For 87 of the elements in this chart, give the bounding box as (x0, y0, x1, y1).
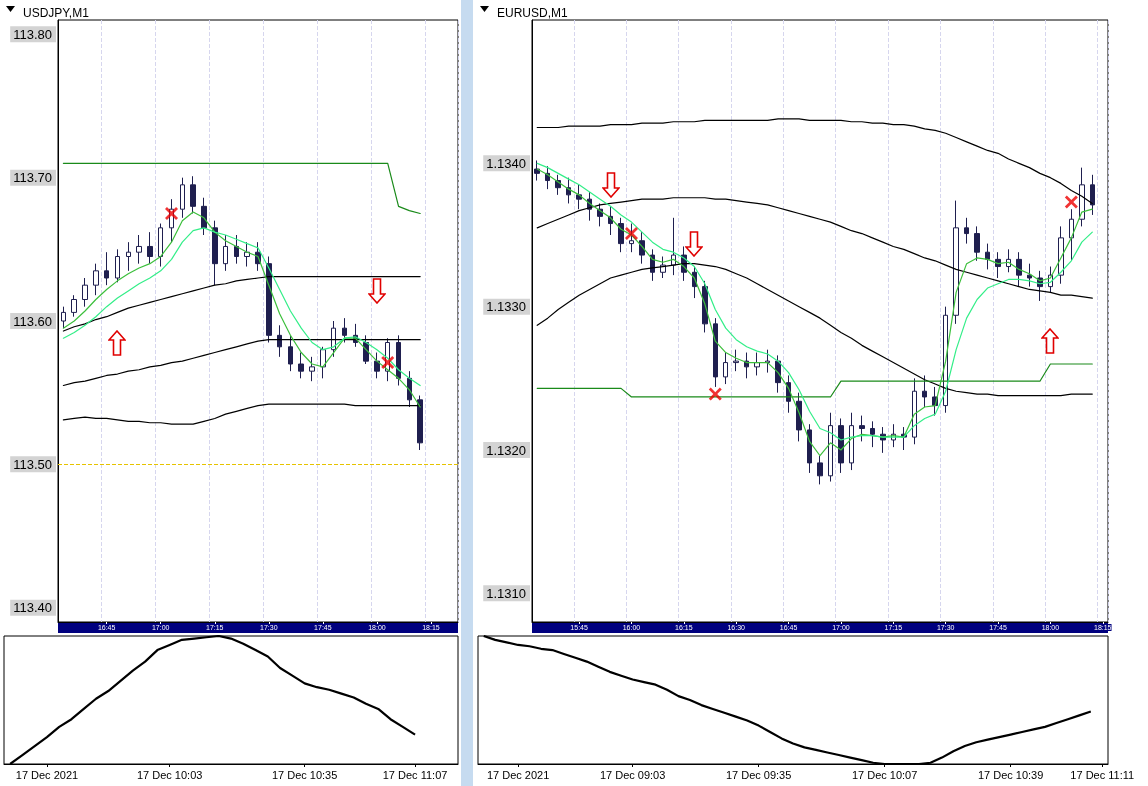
y-tick-label: 113.50 (13, 456, 52, 472)
candlestick (1079, 167, 1085, 227)
candlestick (953, 200, 959, 325)
candlestick (985, 243, 990, 270)
candlestick (912, 377, 917, 445)
y-tick-label: 1.1330 (486, 299, 526, 315)
candlestick (126, 241, 131, 272)
line-series (536, 118, 1093, 205)
candlestick (158, 223, 163, 268)
point (708, 387, 722, 401)
candlestick (534, 159, 540, 182)
candlestick (870, 420, 875, 448)
x-tick-label: 17 Dec 2021 (486, 768, 550, 781)
candlestick (266, 256, 272, 343)
candlestick (417, 395, 423, 451)
candlestick (1016, 251, 1022, 288)
candlestick (82, 277, 88, 308)
candlestick (723, 352, 728, 385)
candlestick (974, 225, 980, 262)
line-series (62, 339, 421, 387)
line-series (536, 263, 1093, 397)
x-tick-label: 17 Dec 10:03 (136, 768, 203, 781)
line-series (62, 403, 421, 425)
candlestick (288, 334, 293, 372)
x-tick-label: 17 Dec 10:35 (271, 768, 338, 781)
x-tick-label: 17 Dec 09:35 (725, 768, 792, 781)
candlestick (136, 234, 142, 265)
line-series (62, 162, 421, 215)
candlestick (859, 415, 865, 442)
candlestick (1090, 174, 1095, 216)
candlestick (713, 317, 718, 388)
y-tick-label: 1.1320 (486, 442, 526, 458)
candlestick (61, 306, 66, 329)
candlestick (320, 346, 326, 379)
candlestick (754, 352, 760, 376)
candlestick (180, 177, 185, 219)
point (624, 227, 638, 241)
x-tick-label: 17 Dec 10:39 (977, 768, 1044, 781)
candlestick (212, 220, 218, 286)
candlestick (223, 234, 228, 272)
point (1064, 195, 1078, 209)
chart-title: USDJPY,M1 (23, 6, 90, 20)
candlestick (147, 231, 153, 265)
candlestick (374, 352, 380, 379)
candlestick (828, 412, 833, 483)
candlestick (629, 223, 634, 253)
candlestick (995, 251, 1001, 279)
candlestick (190, 175, 196, 214)
candlestick (1027, 263, 1032, 288)
candlestick (1069, 208, 1074, 262)
x-tick-label: 17 Dec 09:03 (599, 768, 666, 781)
candlestick (298, 352, 304, 379)
x-tick-label: 17 Dec 2021 (15, 768, 79, 781)
y-tick-label: 1.1310 (486, 585, 526, 601)
candlestick (234, 234, 239, 265)
candlestick (277, 324, 282, 358)
y-tick-label: 113.80 (13, 26, 52, 42)
candlestick (964, 217, 969, 245)
candlestick (104, 251, 109, 286)
candlestick (660, 256, 666, 279)
candlestick (765, 349, 770, 374)
candlestick (618, 217, 624, 253)
candlestick (342, 317, 347, 343)
line-series (62, 211, 421, 408)
candlestick (309, 356, 315, 382)
candlestick (396, 334, 401, 386)
chart-title: EURUSD,M1 (497, 6, 568, 20)
line-series (536, 197, 1093, 299)
y-tick-label: 113.40 (13, 600, 52, 616)
y-tick-label: 113.70 (13, 170, 52, 186)
candlestick (71, 294, 77, 318)
candlestick (733, 349, 739, 372)
candlestick (201, 197, 207, 236)
y-tick-label: 113.60 (13, 313, 52, 329)
y-tick-label: 1.1340 (486, 155, 526, 171)
candlestick (922, 374, 927, 408)
line-series (62, 275, 421, 332)
candlestick (849, 412, 854, 471)
candlestick (817, 455, 823, 485)
candlestick (838, 417, 844, 474)
line-series (62, 227, 421, 387)
x-tick-label: 17 Dec 11:07 (382, 768, 448, 781)
candlestick (807, 423, 812, 474)
candlestick (115, 248, 120, 283)
candlestick (93, 263, 99, 296)
x-tick-label: 17 Dec 10:07 (851, 768, 918, 781)
x-tick-label: 17 Dec 11:11 (1070, 768, 1135, 781)
